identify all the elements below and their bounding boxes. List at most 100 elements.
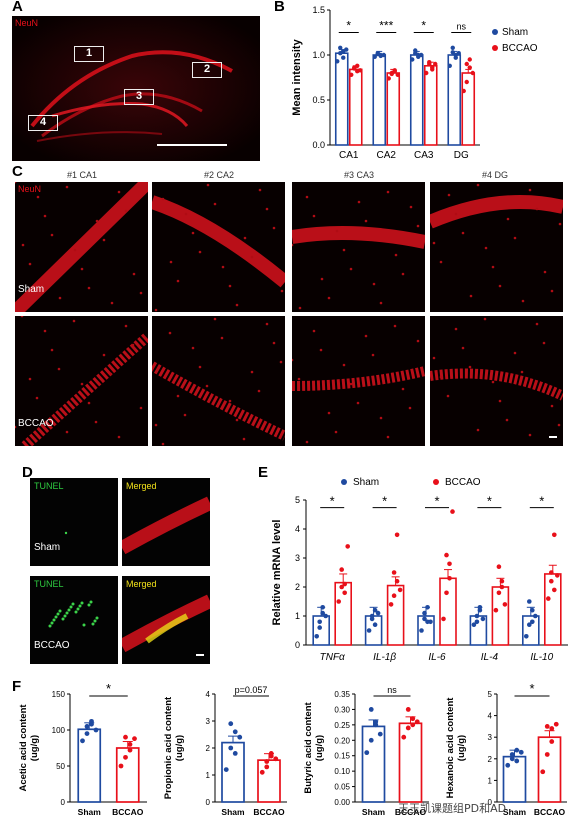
row-label-d: BCCAO [34, 640, 70, 651]
row-label-sham: Sham [18, 284, 45, 295]
chart-e: 0 1 2 3 4 5 Relative mRNA level TNFα * IL-1β * IL-6… [271, 477, 568, 663]
cell-dot [15, 182, 17, 184]
micrograph-art [430, 183, 563, 303]
cell-dot [409, 205, 413, 209]
cell-dot [176, 394, 180, 398]
cell-dot [169, 260, 173, 264]
y-axis-label: Hexanoic acid content [445, 697, 456, 799]
cell-dot [65, 185, 69, 189]
data-point [544, 752, 550, 757]
data-point [84, 724, 90, 729]
cell-dot [258, 188, 262, 192]
data-point [232, 729, 238, 735]
y-tick-label: 0.05 [334, 783, 350, 792]
significance-label: *** [379, 19, 393, 33]
cell-dot [161, 197, 165, 201]
y-tick-label: 0.00 [334, 798, 350, 807]
cell-dot [468, 365, 472, 369]
tunel-dot [95, 616, 99, 620]
cell-dot [513, 236, 517, 240]
panel-label-b: B [274, 0, 285, 15]
data-point [427, 61, 432, 67]
neun-micrograph [152, 316, 285, 446]
scale-bar-d [196, 654, 204, 656]
data-point [422, 610, 427, 616]
cell-dot [168, 331, 172, 335]
x-tick-label: IL-6 [428, 652, 446, 663]
tunel-dot [69, 605, 73, 609]
cell-dot [521, 299, 525, 303]
data-point [364, 750, 370, 756]
data-point [349, 72, 354, 78]
data-point [317, 625, 322, 630]
y-tick-label: 5 [295, 495, 300, 505]
data-point [555, 573, 560, 578]
micrograph-art [64, 531, 68, 535]
neun-micrograph [292, 182, 425, 312]
cell-dot [243, 236, 247, 240]
cell-band [122, 496, 210, 555]
cell-dot [228, 399, 232, 403]
data-point [552, 532, 557, 538]
legend-marker [492, 29, 498, 35]
y-tick-label: 3 [206, 717, 211, 726]
legend-label: BCCAO [445, 477, 481, 488]
cell-band [15, 182, 148, 312]
x-tick-label: IL-1β [373, 652, 396, 663]
cell-dot [379, 416, 383, 420]
bar [372, 54, 387, 146]
data-point [355, 63, 360, 68]
data-point [342, 581, 347, 587]
data-point [228, 745, 234, 751]
data-point [358, 68, 363, 73]
cell-dot [132, 272, 136, 276]
data-point [368, 737, 374, 743]
data-point [223, 767, 229, 772]
data-point [447, 561, 452, 567]
data-point [232, 751, 238, 756]
data-point [338, 51, 343, 56]
x-tick-label: TNFα [320, 652, 345, 663]
cell-dot [110, 301, 114, 305]
tunel-dot [52, 618, 56, 622]
cell-dot [117, 435, 121, 439]
cell-dot [364, 334, 368, 338]
data-point [388, 602, 394, 607]
cell-dot [491, 265, 495, 269]
y-tick-label: 4 [295, 524, 300, 534]
cell-band [122, 594, 210, 653]
data-point [450, 45, 455, 50]
merged-micrograph: Merged [122, 478, 210, 566]
cell-dot [250, 370, 254, 374]
data-point [336, 599, 341, 604]
cell-dot [58, 296, 62, 300]
data-point [450, 50, 455, 55]
cell-dot [334, 430, 338, 434]
data-point [527, 622, 532, 627]
cell-dot [242, 437, 246, 441]
y-tick-label: 100 [52, 726, 66, 735]
cell-dot [320, 277, 324, 281]
bar [537, 736, 562, 803]
x-tick-label: Sham [503, 807, 527, 817]
data-point [366, 628, 372, 633]
region-box-1: 1 [74, 46, 104, 62]
cell-dot [220, 336, 224, 340]
tunel-dot [76, 607, 80, 611]
neun-label: NeuN [15, 18, 39, 28]
data-point [397, 587, 403, 593]
cell-dot [139, 291, 143, 295]
cell-dot [535, 207, 539, 211]
col-title-ca2: #2 CA2 [204, 170, 235, 180]
cell-dot [342, 248, 346, 252]
x-tick-label: IL-4 [481, 652, 499, 663]
hippocampus-drawing [12, 16, 260, 161]
data-point [273, 756, 279, 762]
cell-dot [235, 303, 239, 307]
tunel-dot [93, 619, 97, 623]
cell-dot [543, 270, 547, 274]
data-point [533, 613, 538, 619]
data-point [518, 749, 524, 755]
cell-dot [327, 296, 331, 300]
micrograph-art [292, 190, 425, 310]
